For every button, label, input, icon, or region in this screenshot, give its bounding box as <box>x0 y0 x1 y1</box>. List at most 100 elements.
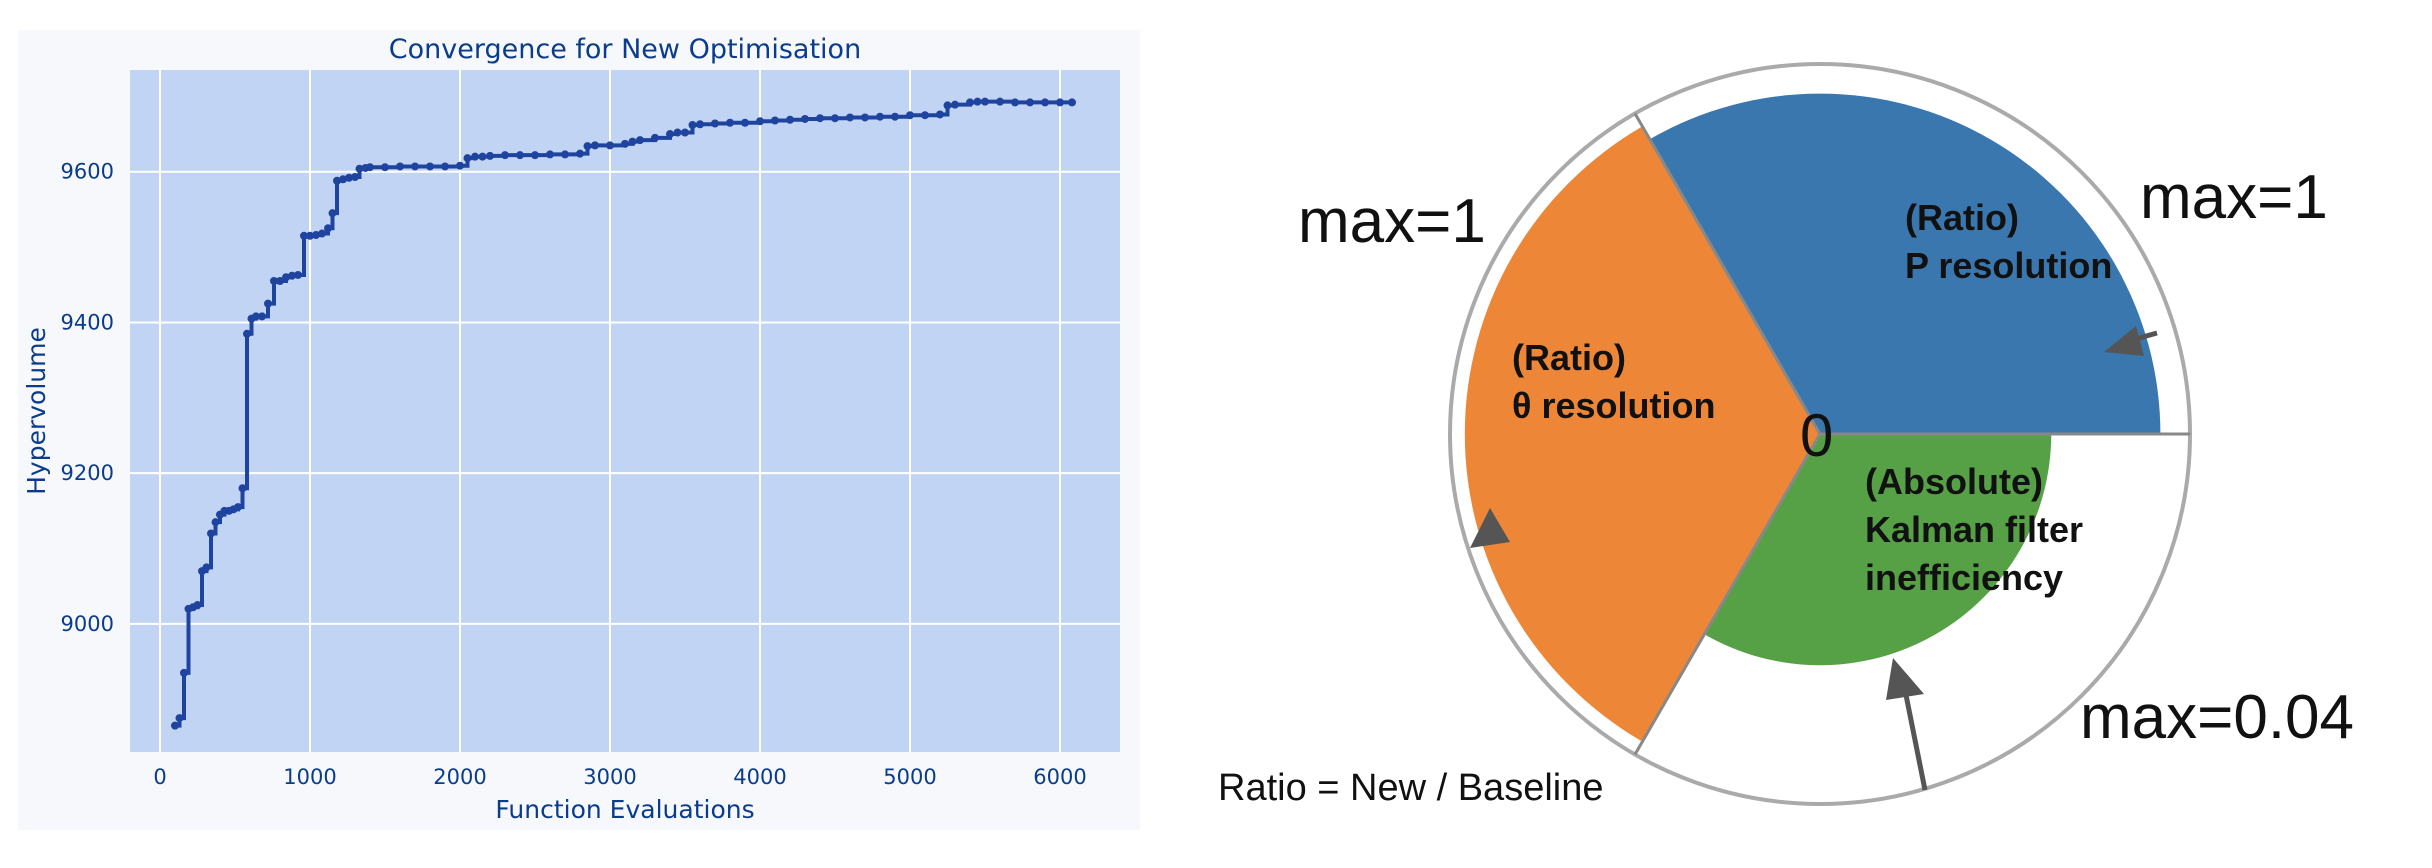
data-point <box>486 151 494 160</box>
data-point <box>238 484 247 493</box>
data-point <box>333 176 341 185</box>
data-point <box>351 173 359 182</box>
y-axis-label: Hypervolume <box>22 327 51 495</box>
data-point <box>456 161 464 170</box>
data-point <box>381 163 389 172</box>
kalman-label-line2: Kalman filter <box>1865 509 2083 550</box>
data-point <box>936 110 944 119</box>
y-axis-ticks: 9000 9200 9400 9600 <box>61 160 114 636</box>
data-point <box>355 164 364 173</box>
arrow-orange-max <box>1470 508 1510 548</box>
data-point <box>711 119 719 128</box>
y-tick-label: 9400 <box>61 310 114 334</box>
data-point <box>441 162 449 171</box>
data-point <box>531 151 539 160</box>
grid-lines <box>130 70 1120 752</box>
data-point <box>478 152 487 161</box>
ratio-note: Ratio = New / Baseline <box>1218 767 1603 809</box>
data-point <box>1026 98 1034 107</box>
data-point <box>943 101 952 110</box>
data-point <box>546 150 554 159</box>
data-point <box>561 150 569 159</box>
y-tick-label: 9600 <box>61 160 114 184</box>
performance-radial-chart: max=1 max=1 max=0.04 0 (Ratio) P resolut… <box>1218 62 2354 809</box>
data-point <box>264 299 272 308</box>
data-point <box>202 563 211 572</box>
arrow-green-max <box>1886 658 1928 791</box>
hypervolume-markers <box>171 97 1076 730</box>
convergence-chart: 0 1000 2000 3000 4000 5000 6000 9000 9200 9400 96… <box>18 30 1140 830</box>
data-point <box>756 117 764 126</box>
sector-divider <box>1633 112 1822 435</box>
data-point <box>411 162 419 171</box>
data-point <box>366 163 374 172</box>
data-point <box>180 668 188 677</box>
data-point <box>471 152 479 161</box>
x-tick-label: 4000 <box>733 765 786 789</box>
data-point <box>1068 98 1076 107</box>
data-point <box>666 130 674 139</box>
data-point <box>651 133 659 142</box>
kalman-label-line3: inefficiency <box>1865 557 2063 598</box>
data-point <box>516 151 524 160</box>
center-zero-label: 0 <box>1800 402 1833 469</box>
data-point <box>339 175 347 184</box>
y-tick-label: 9200 <box>61 461 114 485</box>
plot-area <box>130 70 1120 752</box>
theta-resolution-label-line1: (Ratio) <box>1512 337 1626 378</box>
x-tick-label: 6000 <box>1033 765 1086 789</box>
data-point <box>276 277 284 286</box>
data-point <box>426 162 434 171</box>
data-point <box>463 154 472 163</box>
slice-p-resolution <box>1649 93 2161 434</box>
data-point <box>621 139 629 148</box>
data-point <box>345 173 353 182</box>
data-point <box>673 128 682 137</box>
data-point <box>921 111 929 120</box>
data-point <box>576 149 584 158</box>
y-tick-label: 9000 <box>61 612 114 636</box>
data-point <box>831 114 839 123</box>
data-point <box>786 115 794 124</box>
data-point <box>816 114 824 123</box>
data-point <box>696 120 704 129</box>
data-point <box>211 518 220 527</box>
data-point <box>583 142 592 151</box>
x-axis-ticks: 0 1000 2000 3000 4000 5000 6000 <box>153 765 1086 789</box>
data-point <box>981 97 989 106</box>
data-point <box>636 136 644 145</box>
data-point <box>688 121 697 130</box>
data-point <box>1041 98 1049 107</box>
data-point <box>396 162 404 171</box>
x-tick-label: 2000 <box>433 765 486 789</box>
x-tick-label: 0 <box>153 765 166 789</box>
data-point <box>328 209 337 218</box>
data-point <box>876 112 884 121</box>
p-resolution-label-line2: P resolution <box>1905 245 2112 286</box>
data-point <box>193 601 202 610</box>
data-point <box>306 231 314 240</box>
data-point <box>171 721 179 730</box>
data-point <box>846 113 854 122</box>
kalman-label-line1: (Absolute) <box>1865 461 2043 502</box>
data-point <box>300 231 308 240</box>
data-point <box>771 116 779 125</box>
data-point <box>207 529 215 538</box>
p-resolution-label-line1: (Ratio) <box>1905 197 2019 238</box>
data-point <box>252 312 260 321</box>
data-point <box>628 137 637 146</box>
slice-kalman-inefficiency <box>1704 434 2052 666</box>
data-point <box>282 273 290 282</box>
data-point <box>996 97 1004 106</box>
data-point <box>288 271 296 280</box>
data-point <box>501 151 509 160</box>
data-point <box>294 270 302 279</box>
x-axis-label: Function Evaluations <box>495 795 754 824</box>
data-point <box>1056 98 1064 107</box>
data-point <box>906 111 914 120</box>
data-point <box>951 100 959 109</box>
data-point <box>1011 98 1019 107</box>
data-point <box>861 113 869 122</box>
sector-dividers <box>1633 112 2190 756</box>
data-point <box>741 118 749 127</box>
